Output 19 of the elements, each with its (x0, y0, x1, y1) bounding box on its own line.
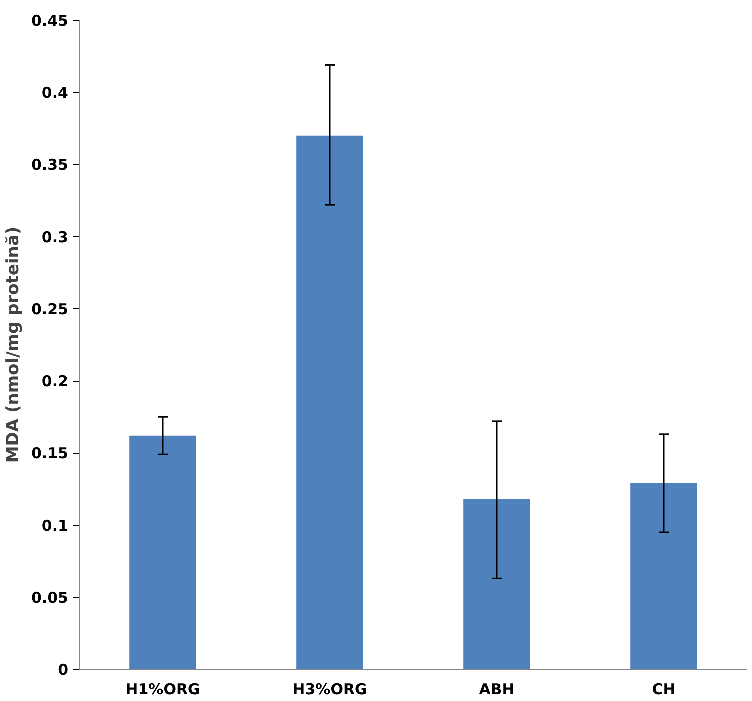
bar (130, 436, 196, 670)
y-tick-label: 0.05 (31, 588, 69, 607)
bar (464, 499, 530, 670)
y-tick-label: 0.15 (31, 444, 69, 463)
y-tick-label: 0.3 (42, 228, 69, 246)
y-tick-label: 0.45 (31, 12, 69, 30)
x-tick-label: CH (652, 680, 676, 698)
x-tick-label: H3%ORG (292, 680, 368, 698)
y-tick-label: 0.35 (31, 156, 69, 174)
y-axis-title: MDA (nmol/mg proteină) (3, 226, 24, 464)
bar (630, 483, 698, 670)
bar (296, 136, 364, 670)
y-tick-label: 0.25 (31, 300, 69, 318)
y-tick-label: 0.2 (42, 372, 69, 391)
y-tick-label: 0.4 (42, 84, 69, 102)
y-tick-label: 0 (58, 661, 68, 679)
y-tick-label: 0.1 (42, 516, 69, 535)
x-tick-label: H1%ORG (126, 680, 200, 698)
x-tick-label: ABH (479, 680, 515, 698)
